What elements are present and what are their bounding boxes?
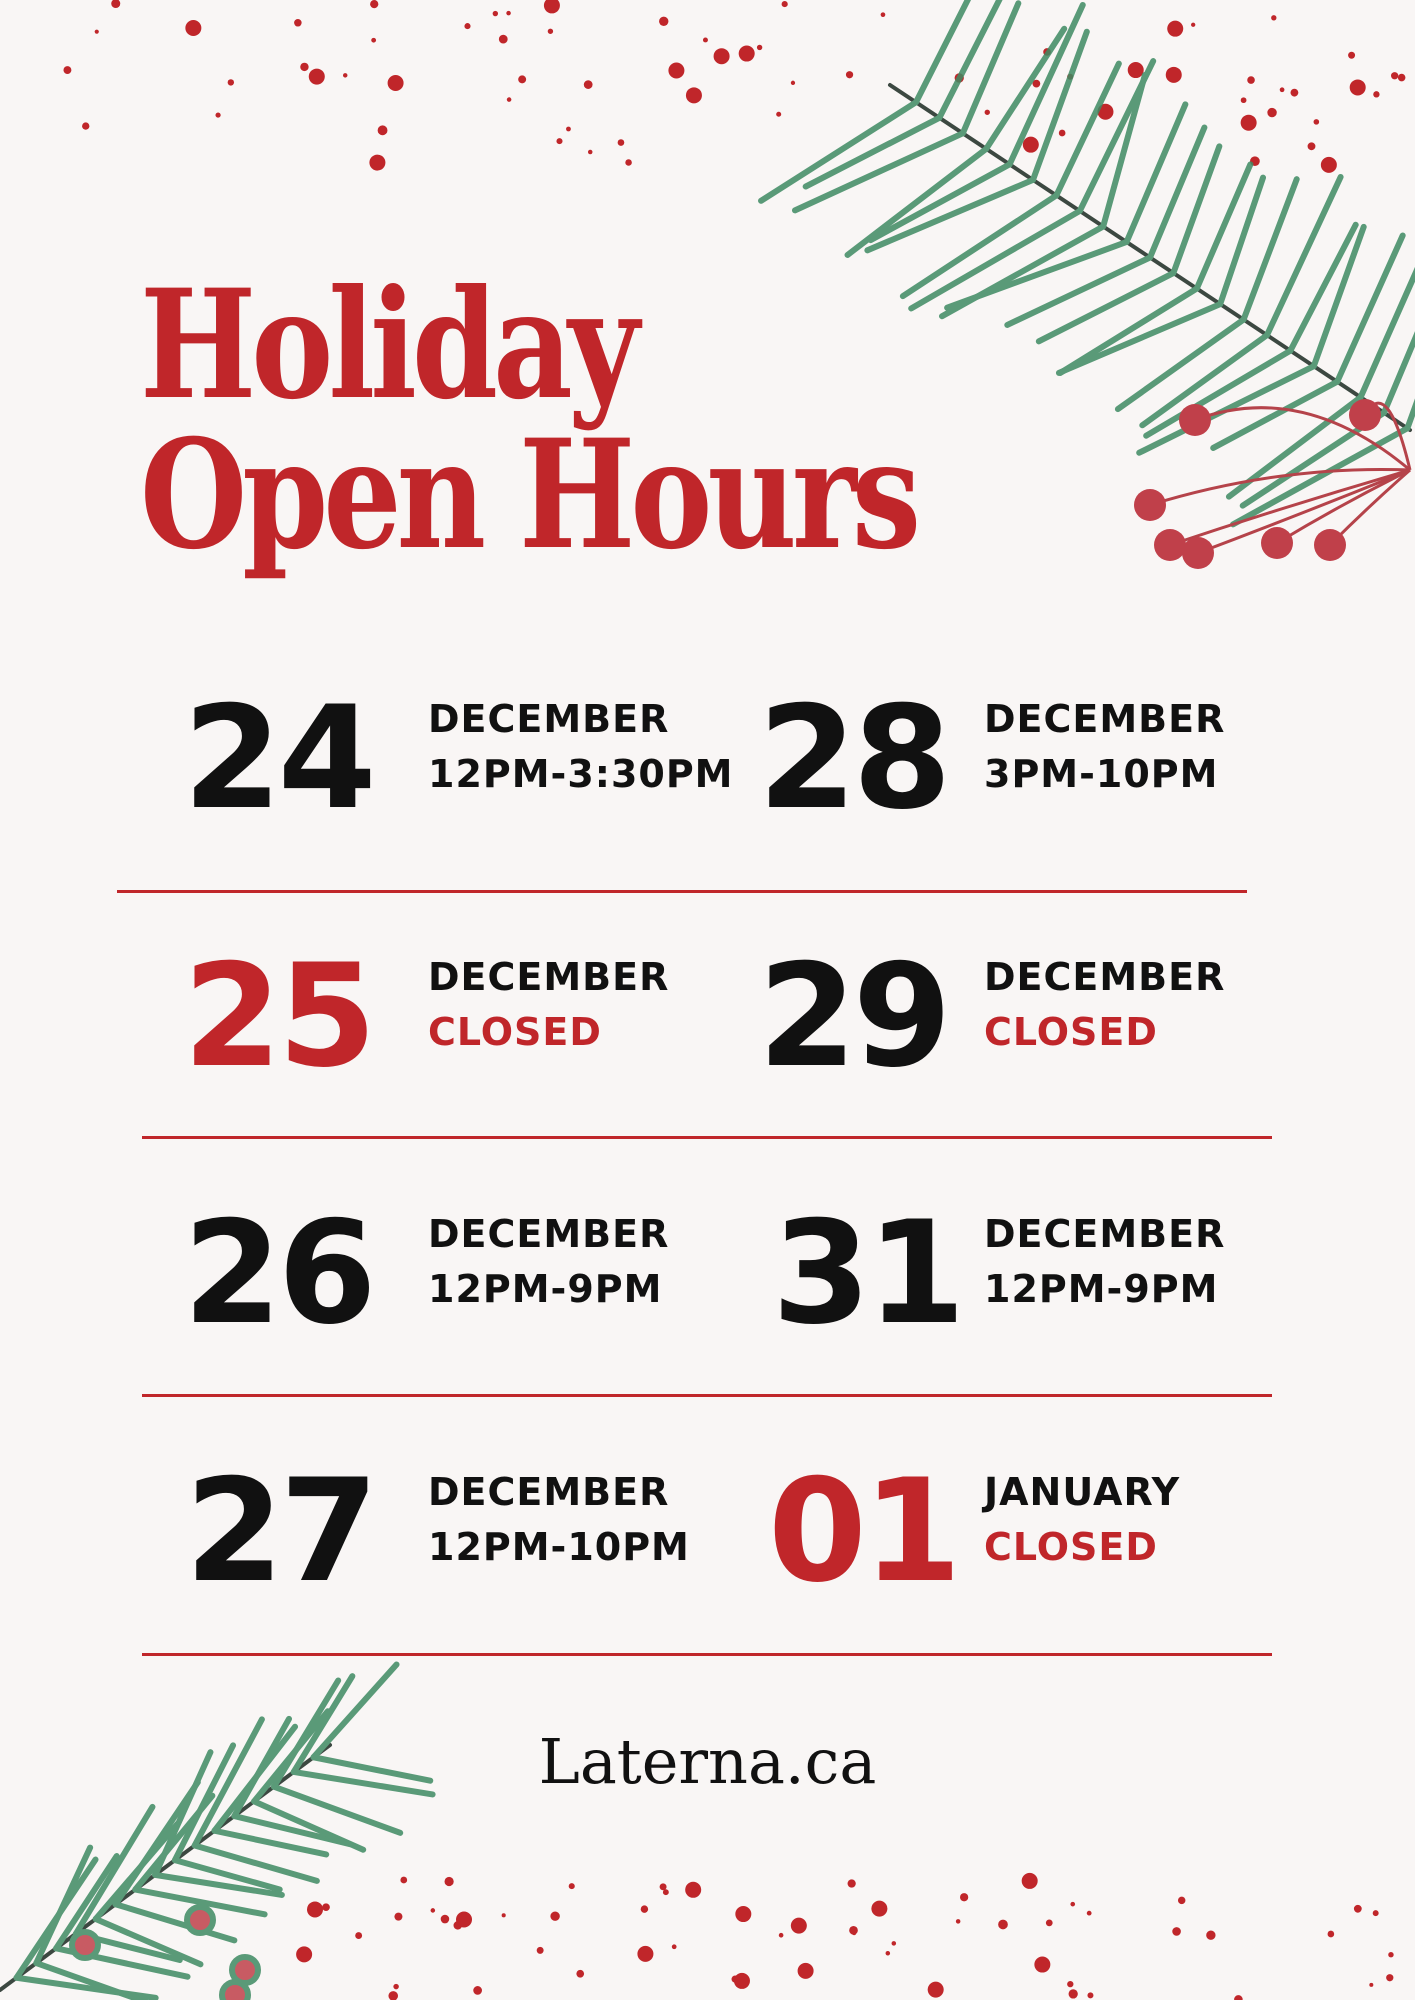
divider <box>142 1653 1272 1656</box>
hours: 12PM-10PM <box>428 1525 690 1569</box>
day-number: 26 <box>183 1191 377 1356</box>
hours: CLOSED <box>428 1010 602 1054</box>
day-label: JANUARY CLOSED <box>984 1465 1180 1575</box>
day-number: 24 <box>183 676 377 841</box>
day-label: DECEMBER 12PM-10PM <box>428 1465 690 1575</box>
hours: 12PM-9PM <box>984 1267 1219 1311</box>
snow-dots-top <box>63 0 1406 173</box>
hours: CLOSED <box>984 1010 1158 1054</box>
day-number: 01 <box>768 1449 962 1614</box>
divider <box>142 1136 1272 1139</box>
month: DECEMBER <box>428 1470 670 1514</box>
divider <box>117 890 1247 893</box>
month: DECEMBER <box>984 697 1226 741</box>
day-label: DECEMBER 3PM-10PM <box>984 692 1225 802</box>
day-label: DECEMBER 12PM-9PM <box>428 1207 669 1317</box>
day-label: DECEMBER 12PM-3:30PM <box>428 692 734 802</box>
day-label: DECEMBER 12PM-9PM <box>984 1207 1225 1317</box>
day-label: DECEMBER CLOSED <box>428 950 669 1060</box>
pine-branch-bottom-icon <box>0 1661 436 2000</box>
website-link[interactable]: Laterna.ca <box>538 1725 877 1798</box>
day-number: 28 <box>758 676 952 841</box>
month: DECEMBER <box>984 955 1226 999</box>
day-number: 27 <box>185 1449 379 1614</box>
hours: 12PM-3:30PM <box>428 752 734 796</box>
pine-branch-icon <box>758 0 1415 528</box>
month: DECEMBER <box>428 697 670 741</box>
snow-dots-bottom <box>296 1872 1394 2000</box>
hours: 3PM-10PM <box>984 752 1219 796</box>
day-number: 29 <box>758 934 952 1099</box>
day-number: 31 <box>772 1191 966 1356</box>
month: DECEMBER <box>428 955 670 999</box>
berries-icon <box>1134 399 1412 569</box>
hours: 12PM-9PM <box>428 1267 663 1311</box>
month: DECEMBER <box>984 1212 1226 1256</box>
day-label: DECEMBER CLOSED <box>984 950 1225 1060</box>
title-line-2: Open Hours <box>140 407 921 583</box>
month: JANUARY <box>984 1470 1181 1514</box>
hours: CLOSED <box>984 1525 1158 1569</box>
divider <box>142 1394 1272 1397</box>
day-number: 25 <box>183 934 377 1099</box>
title-line-1: Holiday <box>140 257 639 433</box>
month: DECEMBER <box>428 1212 670 1256</box>
